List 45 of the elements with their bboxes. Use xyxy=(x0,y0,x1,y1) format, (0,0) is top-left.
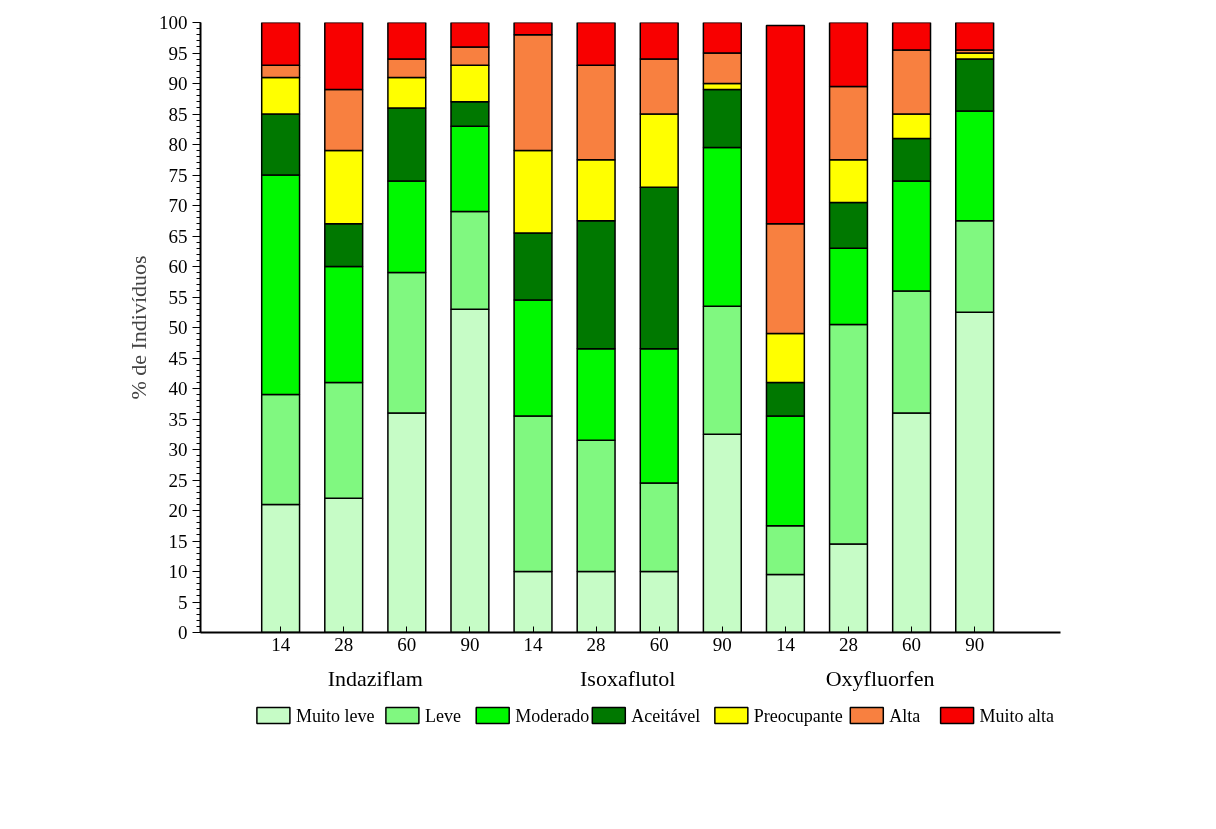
legend-label: Preocupante xyxy=(753,705,843,726)
y-tick-label: 75 xyxy=(168,164,188,186)
x-tick-label: 28 xyxy=(334,633,354,655)
x-tick-label: 14 xyxy=(271,633,291,655)
x-tick-label: 90 xyxy=(712,633,732,655)
x-tick-label: 28 xyxy=(586,633,606,655)
y-axis-title: % de Indivíduos xyxy=(126,255,151,400)
y-tick-label: 60 xyxy=(168,256,188,277)
y-tick-label: 0 xyxy=(178,622,188,643)
y-tick-label: 20 xyxy=(168,500,188,521)
y-tick-label: 25 xyxy=(168,469,188,491)
y-tick-label: 45 xyxy=(168,347,188,369)
legend-label: Aceitável xyxy=(631,705,701,726)
legend-label: Muito leve xyxy=(295,705,375,726)
x-tick-label: 60 xyxy=(902,633,922,655)
legend-label: Moderado xyxy=(515,705,590,726)
x-tick-label: 14 xyxy=(523,633,544,655)
y-tick-label: 5 xyxy=(178,591,188,613)
y-tick-label: 50 xyxy=(168,317,188,338)
x-tick-label: 60 xyxy=(649,633,669,655)
y-tick-label: 10 xyxy=(168,561,188,582)
y-tick-label: 55 xyxy=(168,286,188,308)
y-tick-label: 65 xyxy=(168,225,188,247)
y-tick-label: 40 xyxy=(168,378,188,399)
x-tick-label: 60 xyxy=(397,633,417,655)
y-tick-label: 80 xyxy=(168,134,188,155)
x-tick-label: 90 xyxy=(460,633,480,655)
legend-label: Muito alta xyxy=(979,705,1055,726)
y-tick-label: 15 xyxy=(168,530,188,552)
x-tick-label: 90 xyxy=(965,633,985,655)
y-tick-label: 70 xyxy=(168,195,188,216)
text: Oxyfluorfen xyxy=(825,665,935,691)
legend-label: Leve xyxy=(424,705,461,726)
legend-label: Alta xyxy=(889,705,921,726)
x-tick-label: 28 xyxy=(839,633,858,655)
text: Indaziflam xyxy=(327,665,423,691)
y-tick-label: 100 xyxy=(159,12,188,33)
text: Isoxaflutol xyxy=(580,665,676,691)
y-tick-label: 85 xyxy=(168,103,188,125)
y-tick-label: 35 xyxy=(168,408,188,430)
y-tick-label: 95 xyxy=(168,42,188,64)
y-tick-label: 90 xyxy=(168,73,188,94)
y-tick-label: 30 xyxy=(168,439,188,460)
x-tick-label: 14 xyxy=(775,633,796,655)
bar xyxy=(955,22,995,51)
